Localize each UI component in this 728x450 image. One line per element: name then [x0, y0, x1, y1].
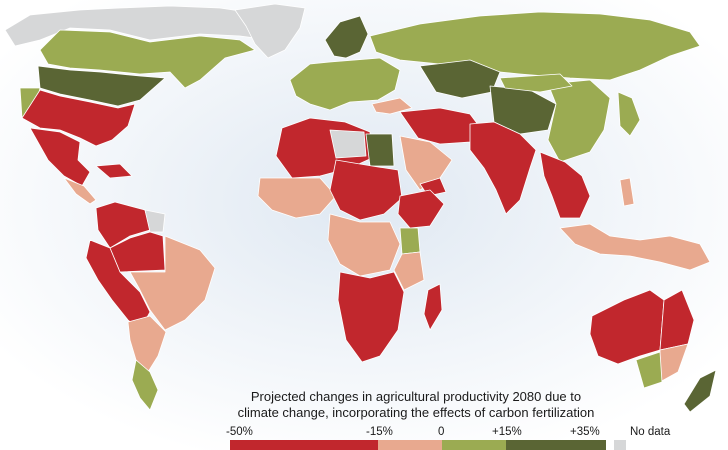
region-central-africa	[329, 159, 403, 221]
caption-line-2: climate change, incorporating the effect…	[237, 405, 595, 420]
region-brazil	[129, 235, 216, 331]
region-egypt	[365, 133, 395, 167]
region-patagonia	[131, 359, 159, 411]
region-central-america	[63, 177, 97, 205]
region-east-africa	[393, 251, 425, 291]
caption-line-1: Projected changes in agricultural produc…	[250, 389, 582, 404]
region-colombia-venezuela	[95, 201, 151, 249]
region-greenland	[234, 3, 306, 59]
region-canada	[39, 29, 256, 89]
legend-swatch-no-data	[614, 440, 626, 450]
region-guianas	[144, 209, 166, 233]
region-japan	[617, 91, 641, 137]
region-south-asia	[469, 121, 537, 215]
region-new-zealand	[683, 369, 717, 413]
legend-label-zero: 0	[438, 426, 445, 438]
region-usa-south	[21, 89, 136, 147]
region-europe	[289, 57, 401, 111]
legend-label-plus35: +35%	[570, 426, 600, 438]
region-kenya	[399, 227, 421, 255]
map-caption: Projected changes in agricultural produc…	[196, 389, 636, 421]
region-madagascar	[423, 283, 443, 331]
region-southern-cone	[127, 315, 167, 373]
region-scandinavia	[324, 15, 369, 59]
region-australia-west	[589, 289, 665, 365]
legend-label-plus15: +15%	[492, 426, 522, 438]
region-west-africa	[257, 177, 337, 219]
region-se-asia	[539, 151, 591, 219]
region-mexico	[29, 127, 91, 187]
region-philippines	[619, 177, 635, 207]
legend-label-minus50: -50%	[226, 426, 253, 438]
legend-swatch-very-positive	[506, 440, 606, 450]
region-indonesia	[559, 223, 711, 271]
region-southern-africa	[337, 271, 405, 363]
region-china-east	[547, 79, 611, 163]
region-libya	[329, 129, 367, 159]
legend-label-no-data: No data	[630, 426, 671, 438]
region-australia-south	[635, 351, 663, 389]
region-usa-north	[37, 65, 166, 107]
legend-swatch-positive	[442, 440, 506, 450]
region-congo	[327, 213, 401, 277]
legend-swatch-very-negative	[230, 440, 378, 450]
region-horn	[397, 189, 445, 229]
region-mongolia	[499, 73, 573, 93]
legend-label-minus15: -15%	[366, 426, 393, 438]
legend-swatch-negative	[378, 440, 442, 450]
region-turkey	[371, 97, 413, 115]
region-australia-east	[659, 289, 695, 351]
legend-labels: -50% -15% 0 +15% +35% No data	[0, 426, 728, 440]
region-caribbean	[95, 163, 133, 179]
